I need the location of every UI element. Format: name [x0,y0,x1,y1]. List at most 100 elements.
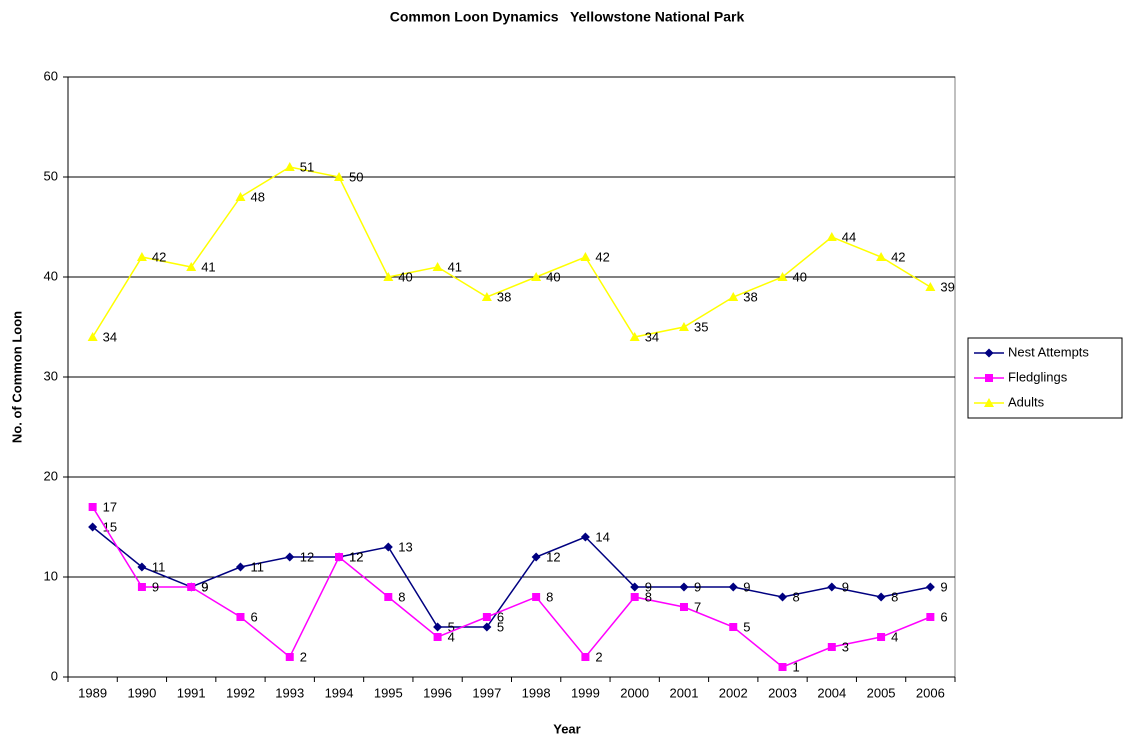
data-label: 42 [891,249,905,264]
data-label: 9 [201,579,208,594]
marker [383,542,393,552]
marker [531,272,542,281]
x-tick-label: 1998 [522,685,551,700]
data-label: 3 [842,639,849,654]
data-label: 8 [398,589,405,604]
legend-label: Adults [1008,394,1045,409]
data-label: 41 [201,259,215,274]
marker [984,348,994,358]
y-tick-label: 0 [51,668,58,683]
data-label: 14 [595,529,609,544]
data-label: 17 [103,499,117,514]
data-label: 41 [448,259,462,274]
marker [876,252,887,261]
y-tick-label: 20 [44,468,58,483]
data-label: 4 [891,629,898,644]
data-label: 9 [842,579,849,594]
marker [925,282,936,291]
legend-label: Nest Attempts [1008,344,1089,359]
marker [827,582,837,592]
marker [235,562,245,572]
data-label: 50 [349,169,363,184]
y-tick-label: 50 [44,168,58,183]
marker [137,583,146,591]
data-label: 42 [152,249,166,264]
legend-label: Fledglings [1008,369,1068,384]
data-label: 40 [546,269,560,284]
data-label: 4 [448,629,455,644]
marker [876,592,886,602]
marker [236,613,245,621]
data-label: 6 [940,609,947,624]
x-axis-title: Year [553,721,580,736]
data-label: 9 [201,579,208,594]
marker [482,622,492,632]
marker [728,292,739,301]
data-label: 34 [645,329,659,344]
marker [87,332,98,341]
x-tick-label: 1995 [374,685,403,700]
data-label: 7 [694,599,701,614]
data-label: 12 [349,549,363,564]
data-label: 42 [595,249,609,264]
marker [679,582,689,592]
marker [826,232,837,241]
data-label: 38 [497,289,511,304]
x-tick-label: 2003 [768,685,797,700]
marker [581,653,590,661]
data-label: 12 [546,549,560,564]
y-tick-label: 10 [44,568,58,583]
series-line [92,526,931,628]
marker [629,332,640,341]
y-tick-label: 30 [44,368,58,383]
marker [925,582,935,592]
marker [630,582,640,592]
series-line [92,166,931,338]
marker [433,622,443,632]
marker [137,562,147,572]
data-label: 39 [940,279,954,294]
data-label: 12 [300,549,314,564]
data-label: 12 [349,549,363,564]
x-tick-label: 2001 [670,685,699,700]
data-label: 2 [300,649,307,664]
data-label: 35 [694,319,708,334]
data-label: 9 [152,579,159,594]
data-label: 13 [398,539,412,554]
x-tick-label: 1994 [325,685,354,700]
marker [285,653,294,661]
marker [335,553,344,561]
series-line [92,506,931,668]
y-tick-label: 40 [44,268,58,283]
x-tick-label: 2006 [916,685,945,700]
marker [679,603,688,611]
data-label: 38 [743,289,757,304]
marker [187,583,196,591]
marker [728,582,738,592]
marker [235,192,246,201]
marker [926,613,935,621]
data-label: 40 [398,269,412,284]
data-label: 9 [645,579,652,594]
data-label: 6 [497,609,504,624]
marker [88,522,98,532]
x-tick-label: 1996 [423,685,452,700]
data-label: 8 [546,589,553,604]
y-axis-title: No. of Common Loon [9,311,24,443]
data-label: 5 [448,619,455,634]
data-label: 15 [103,519,117,534]
data-label: 1 [793,659,800,674]
marker [285,552,295,562]
data-label: 48 [250,189,264,204]
data-label: 9 [743,579,750,594]
data-label: 11 [152,559,166,574]
x-tick-label: 2000 [620,685,649,700]
marker [88,503,97,511]
marker [136,252,147,261]
x-tick-label: 1993 [275,685,304,700]
marker [432,262,443,271]
marker [630,593,639,601]
marker [778,663,787,671]
data-label: 2 [595,649,602,664]
